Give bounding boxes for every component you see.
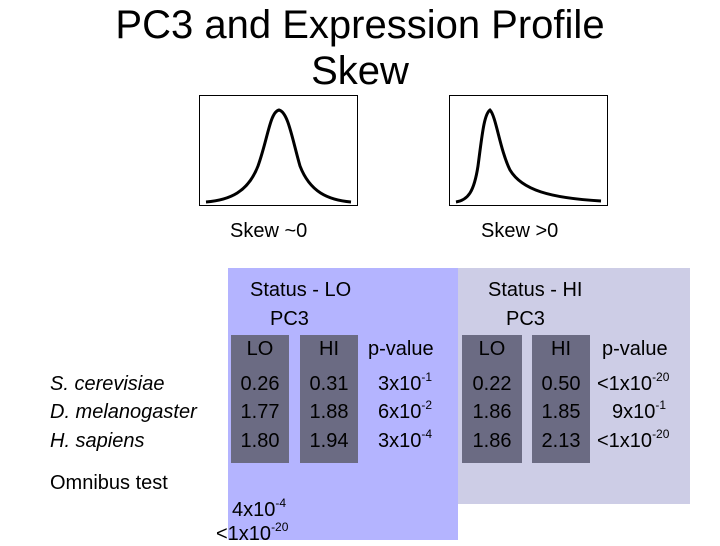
hi-panel-pc3: PC3	[506, 308, 545, 330]
pvalue-cell: 6x10-2	[378, 398, 433, 424]
left-curve-caption: Skew ~0	[230, 220, 308, 242]
value-cell: 1.86	[472, 401, 512, 423]
pvalue-base: 3x10	[378, 373, 422, 395]
skewed-curve	[455, 108, 602, 204]
value-cell: 1.77	[240, 401, 280, 423]
omnibus-base: 4x10	[232, 499, 276, 521]
value-cell: 0.31	[309, 373, 349, 395]
value-cell: 1.86	[472, 430, 512, 452]
hi-panel-status: Status - HI	[488, 279, 583, 301]
pvalue-base: 3x10	[378, 430, 422, 452]
species-label: S. cerevisiae	[50, 373, 165, 395]
pvalue-exponent: -1	[421, 370, 433, 384]
pvalue-exponent: -1	[655, 398, 667, 412]
pvalue-cell: 3x10-1	[378, 370, 433, 396]
hi-hi-column-shade	[532, 335, 590, 463]
pvalue-base: <1x10	[597, 430, 653, 452]
pvalue-exponent: -2	[421, 398, 433, 412]
pvalue-cell: <1x10-20	[597, 427, 670, 453]
pvalue-exponent: -20	[652, 370, 670, 384]
hi-lo-column-shade	[462, 335, 522, 463]
pvalue-exponent: -20	[652, 427, 670, 441]
omnibus-value-1: 4x10-4	[232, 496, 287, 522]
value-cell: 1.80	[240, 430, 280, 452]
slide-title-line-1: PC3 and Expression Profile	[115, 3, 605, 47]
value-cell: 0.50	[541, 373, 581, 395]
pvalue-cell: 9x10-1	[612, 398, 667, 424]
omnibus-exponent: -20	[271, 520, 289, 534]
lo-panel-col-pvalue: p-value	[368, 338, 434, 360]
hi-panel-col-pvalue: p-value	[602, 338, 668, 360]
lo-panel-status: Status - LO	[250, 279, 352, 301]
value-cell: 1.88	[309, 401, 349, 423]
value-cell: 0.26	[240, 373, 280, 395]
symmetric-distribution-plot	[199, 95, 358, 206]
lo-hi-column-shade	[300, 335, 358, 463]
species-label: H. sapiens	[50, 430, 145, 452]
value-cell: 1.85	[541, 401, 581, 423]
lo-panel-col-hi: HI	[319, 338, 339, 360]
pvalue-base: 9x10	[612, 401, 656, 423]
omnibus-test-label: Omnibus test	[50, 472, 168, 494]
omnibus-base: <1x10	[216, 523, 272, 545]
species-label: D. melanogaster	[50, 401, 197, 423]
hi-panel-col-lo: LO	[478, 338, 506, 360]
right-skewed-distribution-plot	[449, 95, 608, 206]
symmetric-curve	[205, 108, 352, 204]
value-cell: 2.13	[541, 430, 581, 452]
omnibus-exponent: -4	[275, 496, 287, 510]
hi-panel-col-hi: HI	[551, 338, 571, 360]
omnibus-value-2: <1x10-20	[216, 520, 289, 546]
pvalue-base: 6x10	[378, 401, 422, 423]
pvalue-cell: <1x10-20	[597, 370, 670, 396]
pvalue-exponent: -4	[421, 427, 433, 441]
lo-lo-column-shade	[231, 335, 289, 463]
slide-title-line-2: Skew	[311, 49, 409, 93]
value-cell: 1.94	[309, 430, 349, 452]
value-cell: 0.22	[472, 373, 512, 395]
lo-panel-col-lo: LO	[246, 338, 274, 360]
pvalue-cell: 3x10-4	[378, 427, 433, 453]
right-curve-caption: Skew >0	[481, 220, 559, 242]
pvalue-base: <1x10	[597, 373, 653, 395]
lo-panel-pc3: PC3	[270, 308, 309, 330]
